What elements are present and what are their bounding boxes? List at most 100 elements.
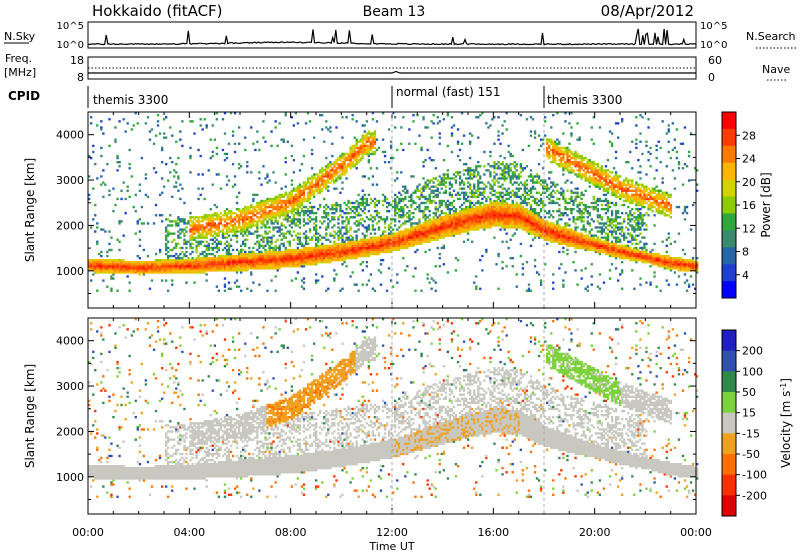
power-cell: [252, 218, 255, 221]
power-cell: [246, 226, 249, 229]
power-cell: [428, 236, 431, 239]
power-cell: [357, 252, 360, 256]
power-cell: [229, 212, 233, 215]
power-cell: [489, 220, 492, 223]
power-cell: [331, 175, 334, 178]
power-cell: [412, 222, 415, 225]
power-cell: [98, 267, 101, 270]
power-cell: [521, 228, 525, 231]
power-cell: [426, 240, 429, 243]
power-cell: [339, 252, 342, 256]
cpid-label: CPID: [8, 89, 40, 103]
power-cell: [238, 252, 241, 256]
power-cell: [434, 238, 437, 241]
power-cell: [527, 226, 531, 229]
power-cell: [497, 195, 500, 199]
power-cell: [231, 269, 235, 272]
power-cell: [343, 169, 346, 172]
power-cell: [400, 142, 403, 145]
power-cell: [158, 250, 162, 254]
power-cell: [430, 224, 433, 227]
power-cell: [248, 252, 251, 256]
power-cell: [467, 220, 470, 223]
power-cell: [367, 154, 371, 158]
power-cell: [483, 195, 486, 199]
power-cell: [337, 163, 340, 166]
power-cell: [126, 263, 129, 266]
power-cell: [505, 226, 508, 229]
power-cell: [195, 230, 198, 233]
power-cell: [177, 177, 180, 180]
power-cell: [276, 250, 279, 254]
power-cell: [398, 238, 401, 241]
power-cell: [213, 138, 217, 141]
power-cell: [96, 177, 99, 180]
power-cell: [503, 216, 506, 219]
power-cell: [533, 214, 537, 217]
power-cell: [442, 230, 446, 233]
power-cell: [434, 232, 437, 235]
power-cell: [383, 248, 387, 252]
power-cell: [377, 248, 381, 252]
power-cell: [288, 259, 291, 262]
power-cell: [475, 210, 478, 213]
power-cell: [310, 175, 314, 178]
power-cell: [262, 120, 265, 123]
power-cell: [128, 267, 131, 270]
power-cell: [341, 181, 344, 184]
power-cell: [197, 254, 200, 258]
power-cell: [367, 148, 371, 152]
power-cell: [489, 154, 492, 158]
power-cell: [288, 265, 291, 268]
power-cell: [544, 220, 547, 223]
power-cell: [535, 220, 539, 223]
power-cell: [132, 265, 135, 268]
power-cell: [361, 240, 364, 243]
power-cell: [272, 257, 275, 260]
power-cell: [185, 259, 188, 262]
power-cell: [544, 185, 547, 188]
power-cell: [100, 120, 103, 123]
power-cell: [377, 269, 381, 272]
power-cell: [197, 218, 200, 221]
power-cell: [531, 181, 535, 184]
power-cell: [191, 230, 194, 233]
power-cell: [313, 183, 316, 186]
power-cell: [288, 216, 291, 219]
power-cell: [262, 210, 265, 213]
power-cell: [491, 118, 494, 121]
power-cell: [349, 240, 352, 243]
power-cell: [456, 212, 460, 215]
power-cell: [278, 244, 281, 248]
power-cell: [260, 265, 263, 268]
power-cell: [467, 205, 470, 209]
power-cell: [268, 216, 271, 219]
power-cell: [398, 220, 401, 223]
power-cell: [422, 240, 425, 243]
power-cell: [345, 116, 348, 119]
power-cell: [432, 220, 435, 223]
power-cell: [483, 212, 486, 215]
power-cell: [177, 269, 180, 272]
power-cell: [300, 163, 304, 166]
power-cell: [529, 175, 533, 178]
power-cell: [278, 214, 281, 217]
power-cell: [298, 220, 302, 223]
power-cell: [471, 222, 474, 225]
power-cell: [509, 195, 512, 199]
power-cell: [165, 252, 168, 256]
power-cell: [302, 205, 306, 209]
power-cell: [280, 250, 283, 254]
power-cell: [134, 232, 137, 235]
power-cell: [272, 216, 275, 219]
power-cell: [286, 220, 289, 223]
power-cell: [412, 216, 415, 219]
power-cell: [189, 261, 192, 264]
power-cell: [519, 163, 523, 166]
power-cell: [392, 240, 395, 243]
power-cell: [446, 222, 450, 225]
power-cell: [349, 148, 352, 152]
power-cell: [280, 222, 283, 225]
power-cell: [233, 261, 237, 264]
power-cell: [308, 197, 312, 201]
